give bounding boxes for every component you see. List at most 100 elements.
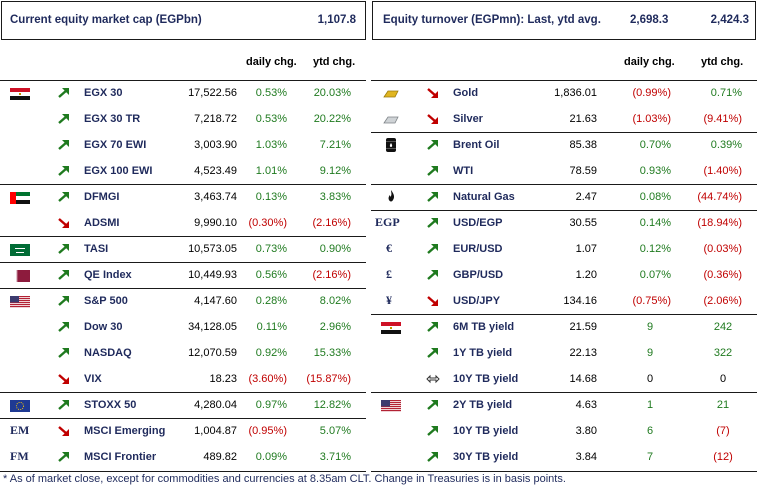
- ytd-change: 242: [713, 321, 733, 333]
- ytd-change: 8.02%: [319, 295, 351, 307]
- instrument-value: 7,218.72: [194, 113, 237, 125]
- instrument-name: GBP/USD: [453, 269, 504, 281]
- instrument-value: 1.07: [575, 243, 597, 255]
- instrument-name: S&P 500: [84, 295, 128, 307]
- footnote: * As of market close, except for commodi…: [3, 473, 566, 485]
- ytd-change: (0.03%): [703, 243, 742, 255]
- group-divider: [0, 288, 366, 289]
- daily-change: 0.08%: [639, 191, 671, 203]
- instrument-value: 3.80: [575, 425, 597, 437]
- daily-change: (3.60%): [248, 373, 287, 385]
- market-row: EGX 30 17,522.56 0.53% 20.03%: [0, 80, 366, 106]
- market-row: £ GBP/USD 1.20 0.07% (0.36%): [371, 262, 757, 288]
- arrow-up-icon: [426, 269, 440, 284]
- market-row: FM MSCI Frontier 489.82 0.09% 3.71%: [0, 444, 366, 470]
- instrument-value: 4,280.04: [194, 399, 237, 411]
- arrow-up-icon: [57, 87, 71, 102]
- pound-icon: £: [386, 267, 392, 281]
- right-header-title: Equity turnover (EGPmn): Last, ytd avg.: [383, 14, 601, 26]
- daily-change: 1.01%: [255, 165, 287, 177]
- arrow-down-icon: [57, 373, 71, 388]
- left-daily-col-header: daily chg.: [246, 56, 297, 68]
- market-row: NASDAQ 12,070.59 0.92% 15.33%: [0, 340, 366, 366]
- arrow-flat-icon: [426, 373, 440, 388]
- instrument-name: TASI: [84, 243, 109, 255]
- msci-fm-label-icon: FM: [10, 449, 29, 463]
- market-row: WTI 78.59 0.93% (1.40%): [371, 158, 757, 184]
- arrow-up-icon: [426, 139, 440, 154]
- arrow-up-icon: [426, 217, 440, 232]
- group-divider: [371, 392, 757, 393]
- market-row: 10Y TB yield 14.68 0 0: [371, 366, 757, 392]
- group-divider: [0, 418, 366, 419]
- left-ytd-col-header: ytd chg.: [313, 56, 356, 68]
- daily-change: 0.70%: [639, 139, 671, 151]
- market-row: 2Y TB yield 4.63 1 21: [371, 392, 757, 418]
- instrument-name: DFMGI: [84, 191, 120, 203]
- arrow-down-icon: [426, 87, 440, 102]
- ytd-change: (18.94%): [697, 217, 742, 229]
- instrument-name: EUR/USD: [453, 243, 503, 255]
- market-row: STOXX 50 4,280.04 0.97% 12.82%: [0, 392, 366, 418]
- instrument-name: VIX: [84, 373, 102, 385]
- right-header-last: 2,698.3: [630, 14, 669, 26]
- instrument-value: 34,128.05: [188, 321, 237, 333]
- daily-change: 1: [646, 399, 654, 411]
- instrument-value: 9,990.10: [194, 217, 237, 229]
- instrument-value: 1,004.87: [194, 425, 237, 437]
- instrument-name: 1Y TB yield: [453, 347, 513, 359]
- right-header-box: Equity turnover (EGPmn): Last, ytd avg. …: [372, 1, 756, 40]
- daily-change: 0.56%: [255, 269, 287, 281]
- daily-change: (0.75%): [632, 295, 671, 307]
- group-divider: [371, 184, 757, 185]
- market-row: 10Y TB yield 3.80 6 (7): [371, 418, 757, 444]
- arrow-up-icon: [426, 347, 440, 362]
- group-divider: [0, 236, 366, 237]
- yen-icon: ¥: [386, 293, 392, 307]
- arrow-up-icon: [57, 451, 71, 466]
- instrument-name: 6M TB yield: [453, 321, 515, 333]
- instrument-name: 10Y TB yield: [453, 373, 519, 385]
- market-row: EGX 100 EWI 4,523.49 1.01% 9.12%: [0, 158, 366, 184]
- ytd-change: (44.74%): [697, 191, 742, 203]
- instrument-value: 134.16: [563, 295, 597, 307]
- arrow-up-icon: [57, 139, 71, 154]
- ytd-change: 0: [719, 373, 727, 385]
- ytd-change: 12.82%: [313, 399, 351, 411]
- market-row: Brent Oil 85.38 0.70% 0.39%: [371, 132, 757, 158]
- msci-em-label-icon: EM: [10, 423, 30, 437]
- group-divider: [371, 210, 757, 211]
- market-row: Gold 1,836.01 (0.99%) 0.71%: [371, 80, 757, 106]
- ytd-change: 9.12%: [319, 165, 351, 177]
- ytd-change: (15.87%): [306, 373, 351, 385]
- daily-change: (1.03%): [632, 113, 671, 125]
- instrument-value: 10,449.93: [188, 269, 237, 281]
- instrument-name: 10Y TB yield: [453, 425, 519, 437]
- instrument-value: 3.84: [575, 451, 597, 463]
- instrument-name: WTI: [453, 165, 474, 177]
- daily-change: 0.92%: [255, 347, 287, 359]
- ytd-change: (1.40%): [703, 165, 742, 177]
- arrow-up-icon: [57, 295, 71, 310]
- arrow-down-icon: [57, 425, 71, 440]
- group-divider: [0, 262, 366, 263]
- ytd-change: 21: [716, 399, 730, 411]
- instrument-value: 85.38: [569, 139, 597, 151]
- instrument-name: Brent Oil: [453, 139, 500, 151]
- ytd-change: 15.33%: [313, 347, 351, 359]
- ytd-change: 0.71%: [710, 87, 742, 99]
- arrow-up-icon: [57, 113, 71, 128]
- ytd-change: (2.16%): [312, 269, 351, 281]
- instrument-value: 21.59: [569, 321, 597, 333]
- instrument-name: EGX 30 TR: [84, 113, 141, 125]
- market-row: S&P 500 4,147.60 0.28% 8.02%: [0, 288, 366, 314]
- arrow-up-icon: [57, 347, 71, 362]
- ytd-change: 0.39%: [710, 139, 742, 151]
- daily-change: 0.14%: [639, 217, 671, 229]
- instrument-value: 22.13: [569, 347, 597, 359]
- group-divider: [0, 80, 366, 81]
- instrument-value: 10,573.05: [188, 243, 237, 255]
- right-daily-col-header: daily chg.: [624, 56, 675, 68]
- daily-change: 0.53%: [255, 87, 287, 99]
- instrument-name: Gold: [453, 87, 479, 99]
